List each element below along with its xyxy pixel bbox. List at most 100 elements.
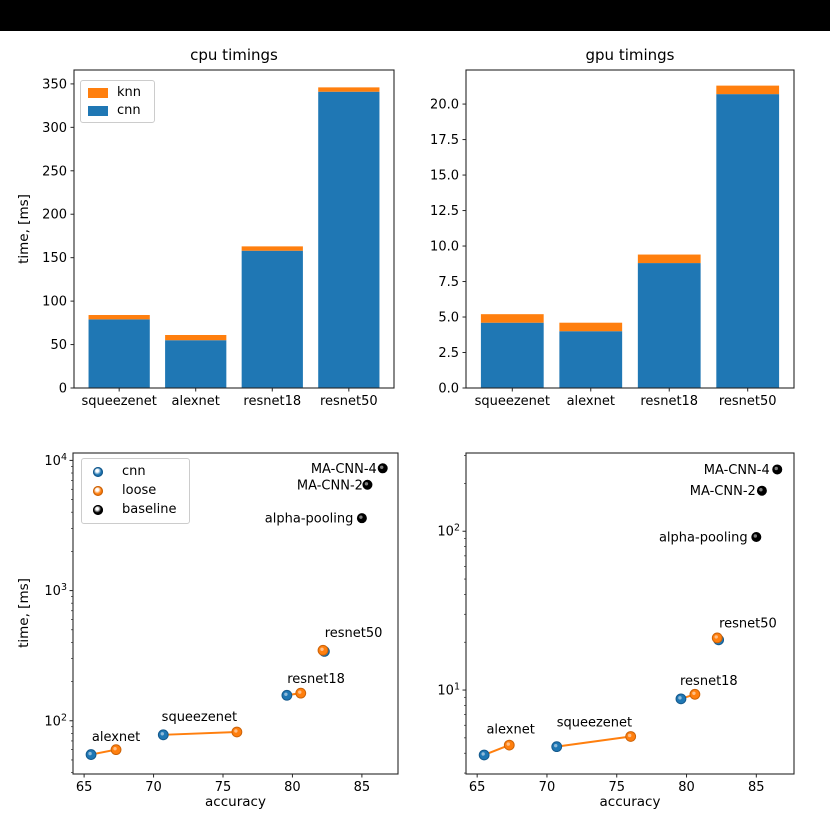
- bar-segment-cnn-resnet18: [637, 263, 701, 388]
- y-tick-label: 350: [42, 77, 67, 92]
- x-tick-label-squeezenet: squeezenet: [81, 394, 156, 409]
- annotation-MA-CNN-4: MA-CNN-4: [311, 462, 377, 477]
- bar-segment-cnn-alexnet: [165, 340, 227, 388]
- bar-segment-knn-squeezenet: [480, 314, 544, 323]
- axes-frame: [73, 69, 395, 389]
- y-axis-label-time-bottom: time, [ms]: [16, 578, 32, 648]
- point-highlight: [506, 742, 510, 746]
- y-tick-label: 5.0: [438, 311, 459, 326]
- point-highlight: [380, 465, 384, 469]
- legend-item-knn: knn: [88, 85, 141, 100]
- bar-segment-knn-resnet18: [241, 246, 303, 251]
- x-tick-label: 80: [678, 780, 695, 795]
- cnn-marker-icon: [93, 466, 103, 477]
- point-highlight: [160, 732, 164, 736]
- top-black-bar: [0, 0, 830, 31]
- legend-label-scatter-loose: loose: [122, 483, 157, 498]
- point-highlight: [364, 482, 369, 486]
- knn-color-swatch: [88, 87, 108, 98]
- y-tick-label: 0: [59, 382, 67, 397]
- point-highlight: [234, 729, 238, 733]
- x-tick-label-squeezenet: squeezenet: [475, 394, 550, 409]
- legend-item-cnn-marker: cnn: [93, 464, 176, 479]
- annotation-resnet50: resnet50: [325, 626, 383, 641]
- x-tick-label-alexnet: alexnet: [567, 394, 615, 409]
- point-highlight: [481, 752, 485, 756]
- y-tick-label: 300: [42, 121, 67, 136]
- x-axis-label-accuracy-left: accuracy: [205, 794, 266, 810]
- annotation-alpha-pooling: alpha-pooling: [659, 530, 748, 545]
- point-highlight: [759, 488, 763, 492]
- y-tick-label: 150: [42, 251, 67, 266]
- bar-segment-knn-alexnet: [165, 335, 227, 341]
- y-tick-label: 103: [44, 582, 67, 599]
- axes-cpu-timings: 0 50 100 150 200 250 300 350 squeezenet alexnet re…: [42, 69, 395, 409]
- x-tick-label: 70: [539, 780, 556, 795]
- point-highlight: [298, 690, 302, 694]
- point-highlight: [113, 746, 117, 751]
- point-highlight: [284, 692, 288, 696]
- annotation-MA-CNN-4: MA-CNN-4: [704, 463, 770, 478]
- bar-segment-knn-squeezenet: [88, 315, 150, 320]
- legend-label-knn: knn: [117, 85, 142, 100]
- point-highlight: [753, 534, 758, 538]
- point-highlight: [678, 696, 682, 700]
- bar-segment-knn-resnet50: [318, 87, 380, 92]
- annotation-alexnet: alexnet: [486, 722, 534, 737]
- x-tick-label: 65: [469, 780, 486, 795]
- point-highlight: [359, 515, 363, 519]
- bar-segment-cnn-alexnet: [559, 331, 623, 388]
- bar-segment-knn-resnet18: [637, 254, 701, 264]
- y-tick-label: 100: [42, 295, 67, 310]
- chart-title-gpu-timings: gpu timings: [585, 46, 675, 64]
- annotation-squeezenet: squeezenet: [557, 715, 632, 730]
- y-axis-label-time-top: time, [ms]: [16, 194, 32, 264]
- x-tick-label-resnet50: resnet50: [320, 394, 378, 409]
- x-tick-label-resnet18: resnet18: [640, 394, 698, 409]
- y-tick-label: 250: [42, 164, 67, 179]
- point-highlight: [692, 691, 696, 696]
- bar-segment-knn-alexnet: [559, 322, 623, 332]
- x-tick-label: 75: [215, 780, 232, 795]
- y-tick-label: 104: [44, 452, 67, 469]
- axes-frame: [465, 69, 795, 389]
- x-tick-label: 70: [145, 780, 162, 795]
- axes-frame: [72, 452, 399, 775]
- cnn-color-swatch: [88, 105, 108, 116]
- annotation-squeezenet: squeezenet: [162, 710, 237, 725]
- bar-segment-cnn-resnet50: [318, 91, 380, 388]
- bar-segment-cnn-resnet50: [716, 94, 780, 389]
- x-tick-label: 80: [284, 780, 301, 795]
- legend-label-cnn: cnn: [117, 103, 141, 118]
- bar-segment-cnn-resnet18: [241, 250, 303, 388]
- y-tick-label: 200: [42, 208, 67, 223]
- x-tick-label-alexnet: alexnet: [172, 394, 220, 409]
- annotation-alexnet: alexnet: [92, 730, 140, 745]
- y-tick-label: 0.0: [438, 382, 459, 397]
- x-tick-label: 85: [354, 780, 371, 795]
- point-highlight: [320, 647, 324, 651]
- annotation-resnet18: resnet18: [287, 672, 345, 687]
- legend-scatter-chart: cnn loose baseline: [81, 458, 191, 524]
- x-tick-label: 75: [608, 780, 625, 795]
- connector-squeezenet: [163, 730, 237, 736]
- y-tick-label: 10.0: [430, 240, 459, 255]
- y-tick-label: 102: [44, 712, 67, 729]
- axes-gpu-scatter: 65 70 75 80 85 101 102 alexnet squeezenet resnet1…: [437, 452, 795, 795]
- x-tick-label: 65: [76, 780, 93, 795]
- y-tick-label: 20.0: [430, 98, 459, 113]
- y-tick-label: 12.5: [430, 204, 459, 219]
- y-tick-label: 15.0: [430, 169, 459, 184]
- annotation-MA-CNN-2: MA-CNN-2: [297, 478, 363, 493]
- point-highlight: [554, 743, 558, 748]
- bar-segment-cnn-squeezenet: [480, 322, 544, 388]
- legend-bar-chart: knn cnn: [80, 80, 156, 123]
- legend-item-baseline-marker: baseline: [93, 502, 176, 517]
- x-tick-label: 85: [748, 780, 765, 795]
- axes-frame: [465, 452, 795, 775]
- chart-title-cpu-timings: cpu timings: [190, 46, 278, 64]
- annotation-resnet50: resnet50: [719, 616, 777, 631]
- bar-segment-cnn-squeezenet: [88, 319, 150, 388]
